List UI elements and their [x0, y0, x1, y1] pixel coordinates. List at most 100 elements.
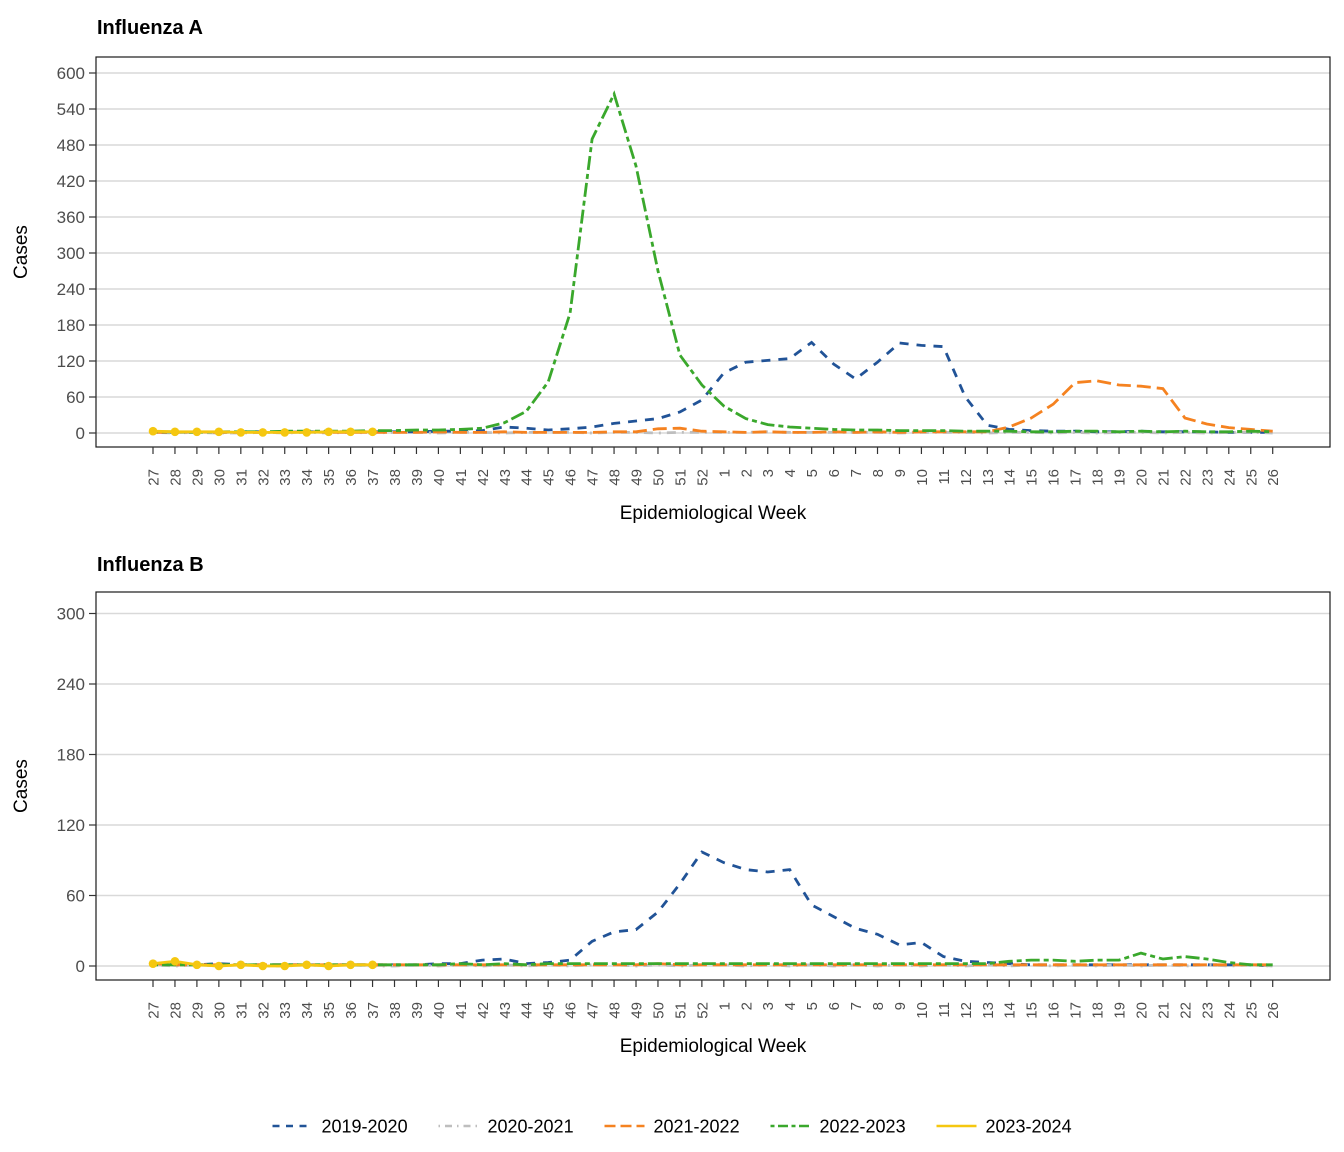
- y-tick-label: 180: [57, 316, 85, 335]
- series-2022-2023-line: [153, 951, 1273, 967]
- data-point-marker: [302, 960, 311, 970]
- x-tick-label: 23: [1199, 1002, 1216, 1019]
- x-tick-label: 21: [1155, 1002, 1172, 1019]
- data-point-marker: [192, 427, 202, 437]
- chart-title-influenza-b: Influenza B: [97, 554, 204, 576]
- x-tick-label: 43: [497, 1002, 514, 1019]
- data-point-marker: [214, 961, 224, 971]
- x-tick-label: 24: [1221, 469, 1238, 486]
- y-tick-label: 480: [57, 136, 85, 155]
- x-tick-label: 28: [167, 469, 184, 486]
- data-point-marker: [280, 961, 290, 971]
- x-tick-label: 35: [321, 469, 338, 486]
- x-tick-label: 45: [541, 1002, 558, 1019]
- x-tick-label: 9: [892, 1002, 909, 1010]
- x-tick-label: 31: [233, 1002, 250, 1019]
- data-point-marker: [346, 427, 355, 437]
- data-point-marker: [368, 960, 377, 970]
- x-tick-label: 16: [1046, 1002, 1063, 1019]
- data-point-marker: [280, 428, 290, 437]
- y-tick-label: 240: [57, 675, 85, 694]
- x-tick-label: 6: [826, 1002, 843, 1010]
- x-tick-label: 44: [519, 469, 536, 486]
- y-tick-label: 540: [57, 100, 85, 119]
- data-point-marker: [170, 957, 180, 966]
- x-tick-label: 45: [541, 469, 558, 486]
- x-tick-label: 27: [146, 469, 163, 486]
- x-tick-label: 33: [277, 1002, 294, 1019]
- x-tick-label: 35: [321, 1002, 338, 1019]
- x-tick-label: 29: [189, 1002, 206, 1019]
- x-tick-label: 20: [1133, 469, 1150, 486]
- x-tick-label: 2: [738, 469, 755, 477]
- x-tick-label: 48: [607, 1002, 624, 1019]
- data-point-marker: [214, 427, 224, 437]
- x-tick-label: 19: [1112, 469, 1129, 486]
- x-tick-label: 14: [1002, 469, 1019, 486]
- legend-label: 2019-2020: [322, 1117, 408, 1137]
- data-point-marker: [192, 960, 202, 970]
- x-tick-label: 34: [299, 469, 316, 486]
- x-tick-label: 40: [431, 1002, 448, 1019]
- x-axis-title: Epidemiological Week: [620, 1036, 807, 1057]
- y-tick-label: 60: [66, 388, 85, 407]
- panel-border: [95, 591, 1331, 981]
- x-tick-label: 17: [1068, 469, 1085, 486]
- x-tick-label: 51: [672, 469, 689, 486]
- x-tick-label: 30: [211, 1002, 228, 1019]
- x-tick-label: 28: [167, 1002, 184, 1019]
- x-tick-label: 19: [1112, 1002, 1129, 1019]
- x-tick-label: 25: [1243, 469, 1260, 486]
- y-tick-label: 120: [57, 816, 85, 835]
- data-point-marker: [302, 428, 311, 437]
- x-tick-label: 50: [650, 1002, 667, 1019]
- x-axis-title: Epidemiological Week: [620, 503, 807, 524]
- x-tick-label: 10: [914, 1002, 931, 1019]
- legend-label: 2020-2021: [488, 1117, 574, 1137]
- data-point-marker: [170, 427, 180, 437]
- x-tick-label: 31: [233, 469, 250, 486]
- x-tick-label: 44: [519, 1002, 536, 1019]
- x-tick-label: 11: [936, 469, 953, 485]
- y-tick-label: 240: [57, 280, 85, 299]
- x-tick-label: 1: [716, 1002, 733, 1010]
- x-tick-label: 52: [694, 1002, 711, 1019]
- chart-influenza-b: 27 28 29 30 31 32 33 34 35 36 37 38 39 40 41 42 43 44 45 46…: [11, 554, 1331, 1057]
- legend-item-2019-2020: 2019-2020: [272, 1117, 408, 1137]
- data-point-marker: [346, 960, 355, 970]
- x-tick-label: 13: [980, 1002, 997, 1019]
- x-tick-label: 5: [804, 469, 821, 477]
- x-tick-label: 50: [650, 469, 667, 486]
- x-tick-label: 26: [1265, 1002, 1282, 1019]
- x-tick-label: 18: [1090, 469, 1107, 486]
- legend-item-2023-2024: 2023-2024: [936, 1117, 1072, 1137]
- x-tick-label: 7: [848, 1002, 865, 1010]
- series-2019-2020-line: [152, 850, 1273, 968]
- chart-influenza-a: 27 28 29 30 31 32 33 34 35 36 37 38 39 40 41 42 43 44 45 46…: [11, 17, 1331, 524]
- x-tick-label: 25: [1243, 1002, 1260, 1019]
- x-tick-label: 30: [211, 469, 228, 486]
- x-tick-label: 8: [870, 469, 887, 477]
- x-tick-label: 39: [409, 1002, 426, 1019]
- x-tick-label: 1: [716, 469, 733, 477]
- x-tick-label: 12: [958, 469, 975, 486]
- x-tick-label: 52: [694, 469, 711, 486]
- series-2022-2023-line: [153, 90, 1273, 434]
- y-tick-label: 0: [76, 957, 85, 976]
- data-point-marker: [148, 426, 158, 436]
- y-tick-label: 180: [57, 746, 85, 765]
- x-tick-label: 15: [1024, 1002, 1041, 1019]
- x-tick-label: 39: [409, 469, 426, 486]
- x-tick-label: 6: [826, 469, 843, 477]
- x-tick-label: 3: [760, 1002, 777, 1010]
- x-tick-label: 32: [255, 469, 272, 486]
- legend-item-2021-2022: 2021-2022: [604, 1117, 740, 1137]
- data-point-marker: [324, 427, 333, 437]
- x-tick-label: 46: [563, 1002, 580, 1019]
- y-tick-label: 120: [57, 352, 85, 371]
- y-tick-label: 60: [66, 887, 85, 906]
- y-axis-title: Cases: [11, 759, 32, 813]
- legend-label: 2021-2022: [654, 1117, 740, 1137]
